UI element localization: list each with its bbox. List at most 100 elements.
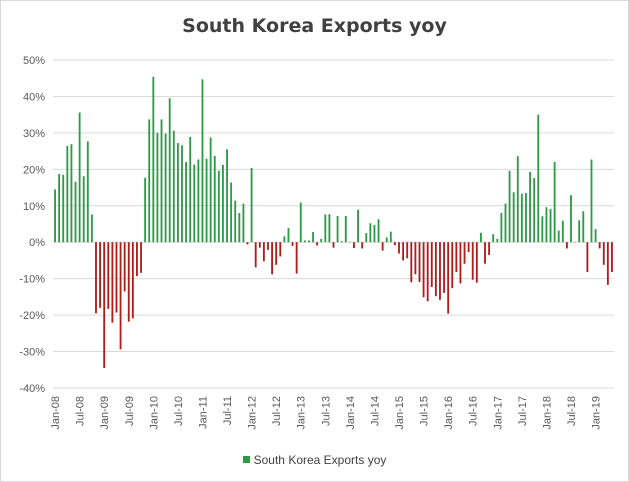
- bar: [389, 231, 392, 243]
- bar: [111, 242, 114, 323]
- bar: [475, 242, 478, 283]
- chart-title: South Korea Exports yoy: [182, 15, 447, 37]
- bar: [357, 209, 359, 243]
- bar: [594, 229, 597, 243]
- bar: [467, 242, 470, 253]
- y-tick-label: 0%: [29, 237, 45, 249]
- bar: [496, 238, 499, 243]
- y-tick-label: 10%: [23, 201, 45, 213]
- x-tick-label: Jul-12: [271, 396, 283, 426]
- x-tick-label: Jan-16: [443, 396, 455, 430]
- bar: [451, 242, 454, 289]
- x-tick-label: Jan-12: [247, 396, 259, 430]
- y-tick-label: -10%: [19, 274, 45, 286]
- bar: [402, 242, 405, 261]
- y-tick-label: -40%: [19, 383, 45, 395]
- bar: [439, 242, 441, 300]
- bar: [230, 182, 233, 243]
- bar: [606, 242, 609, 285]
- bar: [426, 242, 429, 302]
- x-tick-label: Jan-08: [50, 396, 62, 430]
- bar: [250, 167, 253, 243]
- bar: [258, 242, 261, 248]
- bar: [574, 241, 577, 243]
- bar: [516, 156, 519, 243]
- bar: [398, 242, 400, 254]
- x-tick-labels: Jan-08 Jul-08 Jan-09 Jul-09 Jan-10 Jul-10 Jan-…: [50, 396, 603, 430]
- legend-swatch: [242, 456, 250, 464]
- y-tick-label: 50%: [23, 55, 45, 67]
- bar: [340, 241, 343, 243]
- bar: [459, 242, 462, 284]
- bar: [488, 242, 491, 255]
- bar: [275, 242, 278, 265]
- bar: [82, 176, 85, 243]
- bar: [90, 214, 93, 243]
- bar: [131, 242, 134, 319]
- bar: [299, 202, 302, 243]
- bar: [262, 242, 265, 262]
- x-tick-label: Jul-09: [124, 396, 136, 426]
- bar: [455, 242, 458, 273]
- x-tick-label: Jan-09: [99, 396, 111, 430]
- bar: [553, 162, 556, 243]
- bar: [316, 242, 319, 246]
- bar: [484, 242, 486, 264]
- bar: [320, 238, 323, 243]
- bar: [267, 242, 269, 250]
- y-tick-labels: 50% 40% 30% 20% 10% 0% -10% -20% -30% -40%: [19, 55, 45, 395]
- bar: [197, 159, 200, 243]
- bar: [312, 232, 314, 243]
- x-tick-label: Jul-17: [517, 396, 529, 426]
- bar: [193, 164, 196, 243]
- bar: [479, 232, 482, 243]
- y-tick-label: -20%: [19, 310, 45, 322]
- x-tick-label: Jan-19: [591, 396, 603, 430]
- x-tick-label: Jan-15: [394, 396, 406, 430]
- bar: [434, 242, 437, 297]
- bar: [222, 164, 224, 243]
- x-tick-label: Jul-16: [468, 396, 480, 426]
- y-tick-label: -30%: [19, 347, 45, 359]
- bar: [336, 215, 339, 243]
- x-tick-label: Jan-11: [197, 396, 209, 429]
- bar: [394, 242, 396, 246]
- bar: [328, 214, 331, 243]
- bar: [529, 171, 531, 243]
- bar: [582, 211, 585, 243]
- bar: [586, 242, 589, 273]
- bar: [500, 213, 503, 243]
- bar: [95, 242, 97, 314]
- bar: [578, 220, 581, 243]
- bar: [365, 233, 368, 243]
- x-tick-label: Jul-10: [173, 396, 185, 426]
- bar: [361, 242, 364, 249]
- x-tick-label: Jan-14: [345, 396, 357, 430]
- x-tick-label: Jul-08: [75, 396, 87, 426]
- bar: [66, 146, 69, 243]
- bar: [119, 242, 122, 350]
- bar: [410, 242, 413, 283]
- bar: [557, 230, 560, 243]
- bar: [127, 242, 130, 322]
- x-tick-label: Jan-13: [296, 396, 308, 430]
- y-tick-label: 40%: [23, 91, 45, 103]
- bar: [447, 242, 450, 314]
- bar: [565, 242, 568, 249]
- x-tick-label: Jan-18: [541, 396, 553, 430]
- bar: [234, 200, 237, 243]
- bar: [353, 242, 355, 249]
- bar: [246, 242, 249, 245]
- x-tick-label: Jul-11: [222, 396, 234, 425]
- bar: [226, 149, 228, 243]
- bar: [406, 242, 409, 259]
- bar: [377, 219, 380, 243]
- bar: [181, 145, 183, 243]
- bar: [160, 119, 163, 243]
- bar: [414, 242, 417, 275]
- bar: [332, 242, 335, 248]
- bar: [201, 79, 204, 243]
- legend: South Korea Exports yoy: [0, 452, 629, 467]
- bar: [176, 143, 179, 243]
